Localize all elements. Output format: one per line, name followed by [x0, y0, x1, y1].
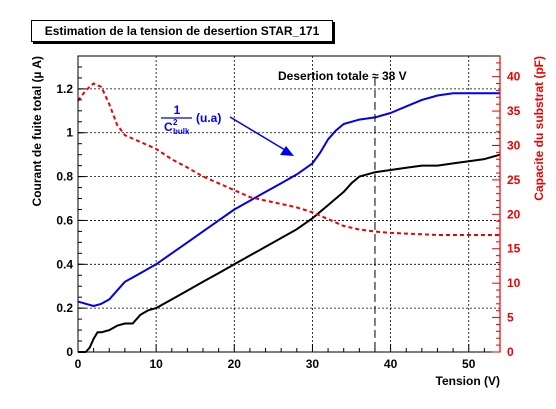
y-tick-label: 1.2 [56, 82, 73, 96]
y2-axis-label: Capacite du substrat (pF) [532, 56, 546, 201]
x-tick-label: 40 [384, 357, 398, 371]
x-tick-label: 30 [306, 357, 320, 371]
x-tick-label: 0 [75, 357, 82, 371]
desertion-label: Desertion totale ≈ 38 V [278, 69, 407, 83]
grid-lines [78, 56, 500, 352]
y2-tick-label: 10 [507, 276, 521, 290]
plot-frame [77, 55, 501, 353]
y2-tick-label: 35 [507, 104, 521, 118]
fraction-unit: (u.a) [196, 111, 221, 125]
y-tick-label: 0.4 [56, 257, 73, 271]
axes: 0 10 20 30 40 50 0 0.2 0.4 0.6 0.8 1 1.2 0 5 10 15 20 25 30… [30, 56, 546, 388]
annotation-arrowhead [280, 146, 294, 156]
y-tick-label: 0.6 [56, 213, 73, 227]
x-tick-label: 20 [228, 357, 242, 371]
inverse-capacitance-line [77, 92, 500, 307]
fraction-superscript: 2 [173, 118, 178, 127]
y-tick-label: 0.2 [56, 301, 73, 315]
chart-title: Estimation de la tension de desertion ST… [31, 20, 333, 42]
capacitance-line [77, 82, 500, 236]
x-tick-label: 10 [149, 357, 163, 371]
fraction-subscript: bulk [173, 127, 190, 136]
y2-tick-label: 20 [507, 207, 521, 221]
y2-tick-label: 0 [507, 345, 514, 359]
annotation-arrow-line [229, 116, 291, 154]
y2-tick-label: 30 [507, 138, 521, 152]
x-axis-label: Tension (V) [436, 374, 500, 388]
data-lines [77, 82, 501, 353]
y-axis-label: Courant de fuite total (µ A) [30, 56, 44, 206]
y2-tick-label: 25 [507, 173, 521, 187]
y-tick-label: 0.8 [56, 170, 73, 184]
y2-tick-label: 15 [507, 242, 521, 256]
y2-tick-label: 5 [507, 311, 514, 325]
leakage-current-line [78, 153, 501, 353]
y2-tick-label: 40 [507, 70, 521, 84]
y-tick-label: 0 [66, 345, 73, 359]
y-tick-label: 1 [66, 126, 73, 140]
fraction-denominator: C [164, 120, 173, 134]
fraction-numerator: 1 [174, 103, 181, 117]
x-tick-label: 50 [462, 357, 476, 371]
